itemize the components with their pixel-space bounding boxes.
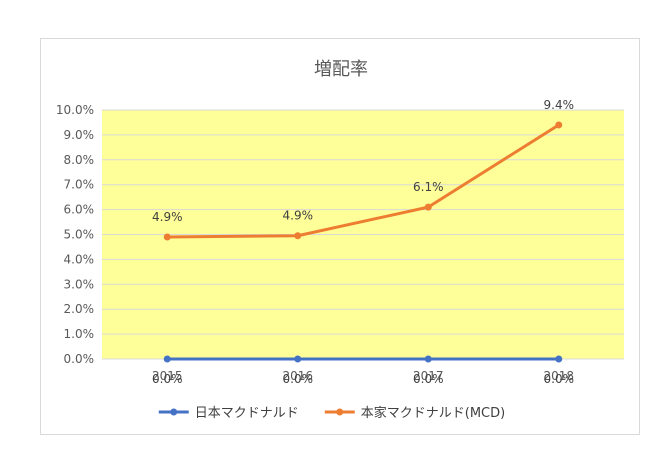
legend-marker <box>170 408 178 416</box>
y-tick-label: 9.0% <box>64 128 95 142</box>
x-tick-label: 2015 <box>152 369 183 383</box>
y-tick-label: 0.0% <box>64 352 95 366</box>
data-point <box>163 233 171 241</box>
plot-area: 0.0% 1.0% 2.0% 3.0% 4.0% 5.0% 6.0% 7.0% 8.0% 9.0%… <box>56 98 624 386</box>
data-label: 0.0% <box>152 372 183 386</box>
y-tick-label: 8.0% <box>64 153 95 167</box>
data-point <box>294 232 302 240</box>
data-point <box>555 355 563 363</box>
chart-title: 増配率 <box>314 59 368 80</box>
data-label: 0.0% <box>413 372 444 386</box>
x-tick-label: 2017 <box>413 369 444 383</box>
data-point <box>424 203 432 211</box>
data-label: 0.0% <box>544 372 575 386</box>
y-tick-label: 4.0% <box>64 252 95 266</box>
data-label: 4.9% <box>152 210 183 224</box>
y-tick-label: 1.0% <box>64 327 95 341</box>
series-line <box>165 123 561 239</box>
y-tick-label: 6.0% <box>64 203 95 217</box>
legend-label: 本家マクドナルド(MCD) <box>361 405 505 421</box>
legend-marker <box>336 408 344 416</box>
legend-label: 日本マクドナルド <box>195 406 299 421</box>
data-point <box>163 355 171 363</box>
data-point <box>294 355 302 363</box>
y-tick-label: 5.0% <box>64 228 95 242</box>
line-chart: 増配率 0.0% 1.0% 2.0% 3.0% 4.0% 5.0% 6.0% 7.0% 8.0%… <box>56 59 624 421</box>
legend: 日本マクドナルド 本家マクドナルド(MCD) <box>158 405 505 421</box>
data-point <box>424 355 432 363</box>
y-tick-label: 10.0% <box>56 103 94 117</box>
data-label: 9.4% <box>544 98 575 112</box>
y-tick-label: 7.0% <box>64 178 95 192</box>
data-label: 4.9% <box>283 209 314 223</box>
x-tick-label: 2016 <box>282 369 313 383</box>
y-tick-label: 3.0% <box>64 277 95 291</box>
y-tick-label: 2.0% <box>64 302 95 316</box>
data-label: 6.1% <box>413 180 444 194</box>
chart-container: 増配率 0.0% 1.0% 2.0% 3.0% 4.0% 5.0% 6.0% 7.0% 8.0%… <box>40 38 640 435</box>
data-point <box>555 121 563 129</box>
x-tick-label: 2018 <box>543 369 574 383</box>
data-label: 0.0% <box>283 372 314 386</box>
